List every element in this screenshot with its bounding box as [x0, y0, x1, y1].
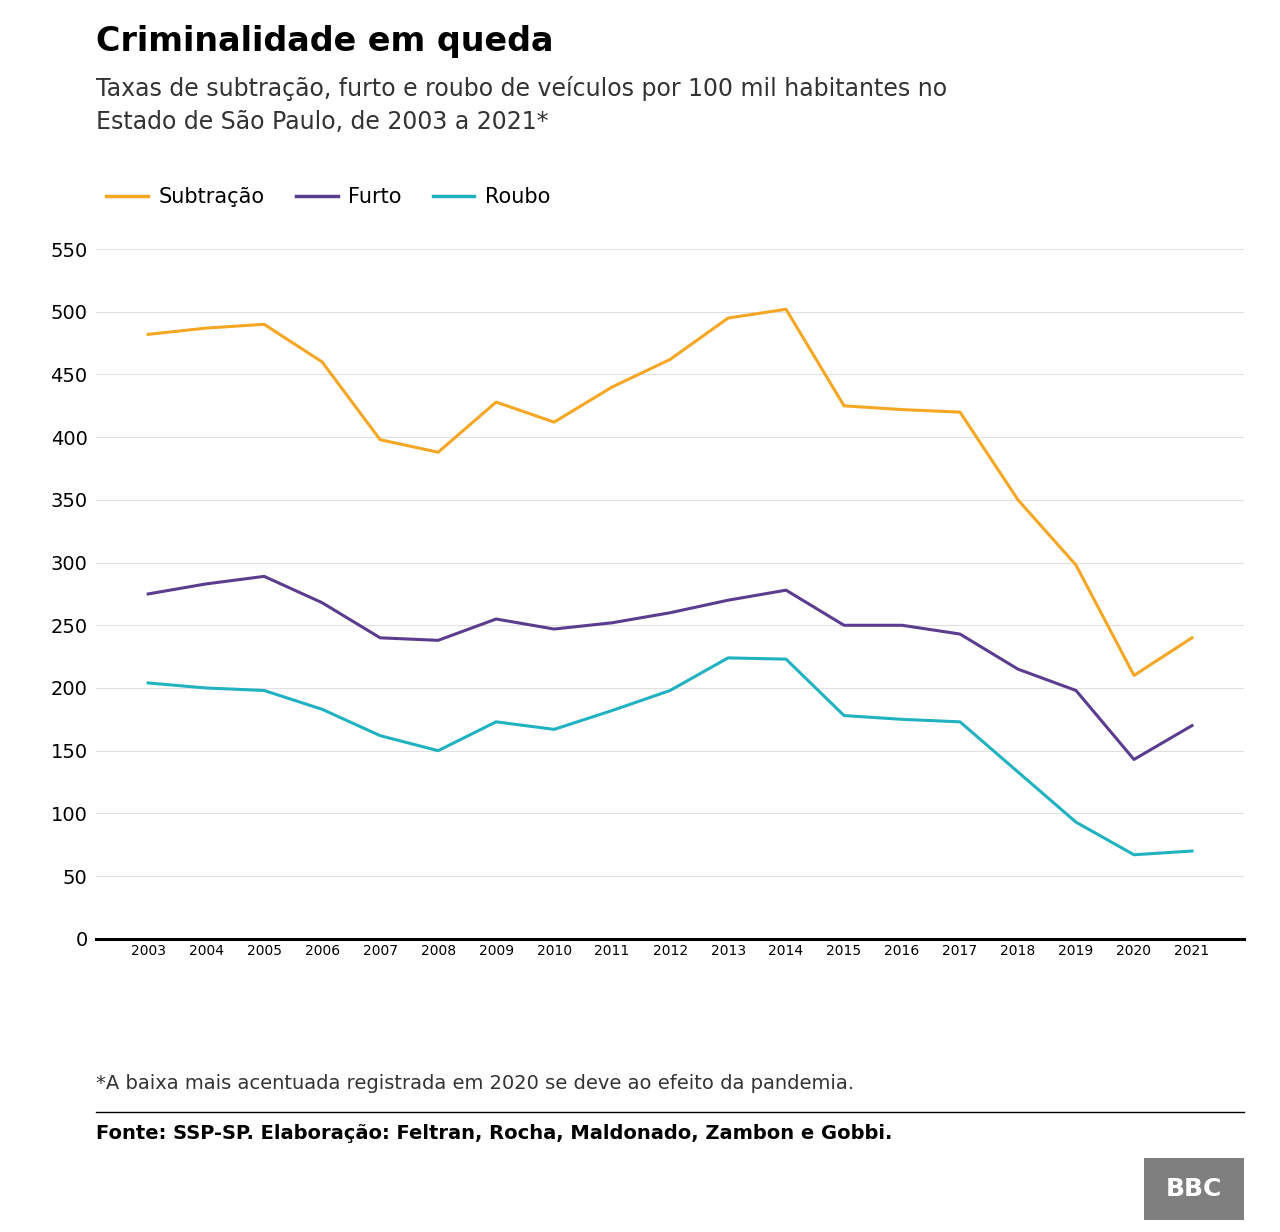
Text: Taxas de subtração, furto e roubo de veículos por 100 mil habitantes no
Estado d: Taxas de subtração, furto e roubo de veí… — [96, 76, 947, 134]
Legend: Subtração, Furto, Roubo: Subtração, Furto, Roubo — [106, 187, 550, 207]
Text: Fonte: SSP-SP. Elaboração: Feltran, Rocha, Maldonado, Zambon e Gobbi.: Fonte: SSP-SP. Elaboração: Feltran, Roch… — [96, 1124, 892, 1142]
Text: BBC: BBC — [1166, 1177, 1222, 1201]
Text: Criminalidade em queda: Criminalidade em queda — [96, 25, 553, 58]
Text: *A baixa mais acentuada registrada em 2020 se deve ao efeito da pandemia.: *A baixa mais acentuada registrada em 20… — [96, 1074, 854, 1093]
